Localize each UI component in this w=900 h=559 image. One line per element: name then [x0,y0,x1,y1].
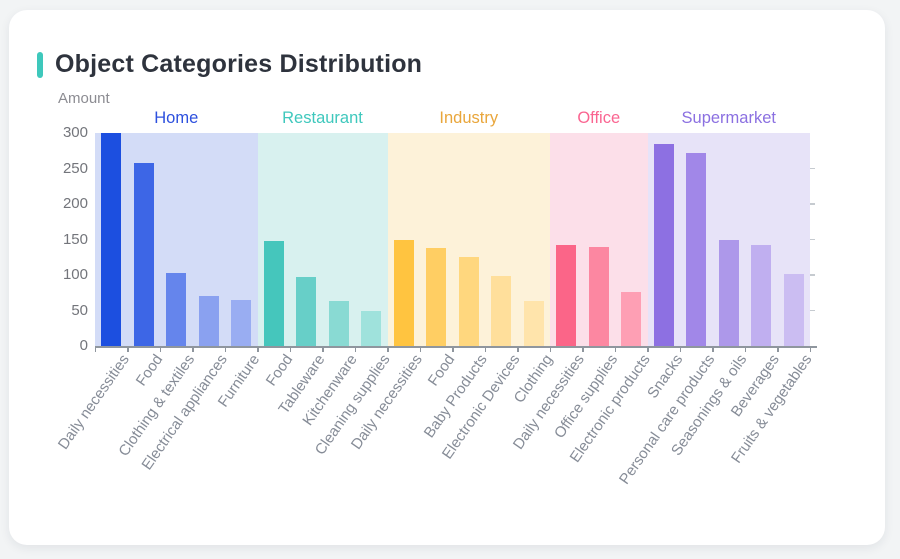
chart-bar[interactable] [653,143,674,346]
chart-bar[interactable] [783,273,804,346]
title-accent-bar [37,52,43,78]
y-axis-title: Amount [58,90,110,107]
chart-bar[interactable] [198,296,219,346]
y-tick-label: 300 [62,124,88,141]
y-axis-right-tick [810,274,815,276]
chart-bar[interactable] [133,162,154,346]
chart-bar[interactable] [686,152,707,346]
x-axis-tick [679,346,681,352]
chart-bar[interactable] [491,275,512,346]
x-axis-tick [289,346,291,352]
x-axis-tick [419,346,421,352]
x-axis-tick [647,346,649,352]
y-tick-label: 150 [62,230,88,248]
category-group-label: Home [154,109,199,127]
chart-bar[interactable] [166,272,187,346]
y-axis-right-tick [810,167,815,170]
chart-bar[interactable] [458,256,479,346]
x-axis-label: Food [262,351,296,390]
chart-bar[interactable] [101,133,122,346]
chart-bar[interactable] [426,248,447,346]
category-group-label: Office [577,109,621,127]
chart-bar[interactable] [231,299,252,346]
x-axis-tick [614,346,616,352]
y-tick-label: 250 [62,159,88,177]
x-axis-tick [549,346,551,352]
chart-bar[interactable] [296,277,317,346]
chart-bar[interactable] [361,310,382,346]
y-tick-label: 100 [62,266,88,283]
x-axis-tick [127,346,129,352]
page-title: Object Categories Distribution [55,50,423,78]
x-axis-tick [517,346,519,352]
y-tick-label: 50 [71,301,88,319]
chart-bar[interactable] [751,245,772,346]
category-group-label: Supermarket [681,109,776,127]
x-axis-tick [322,346,324,352]
x-axis-tick [94,346,96,352]
chart-card: Object Categories Distribution Amount Ho… [9,10,885,545]
chart-bar[interactable] [328,300,349,346]
chart-bar[interactable] [556,244,577,346]
x-axis-tick [159,346,161,352]
x-axis-tick [777,346,779,352]
chart-bar[interactable] [393,239,414,346]
bar-chart: Home Daily necessities Food Clothing & text… [9,10,885,545]
y-axis-right-tick [810,238,815,241]
chart-bar[interactable] [588,247,609,346]
y-tick-label: 200 [62,195,88,212]
x-axis-tick [224,346,226,352]
x-axis-line [95,346,817,348]
chart-bar[interactable] [621,292,642,346]
x-axis-tick [192,346,194,352]
x-axis-label: Daily necessities [55,351,134,453]
x-axis-tick [354,346,356,352]
x-axis-tick [452,346,454,352]
y-axis-right-tick [810,203,815,205]
x-axis-label: Food [424,351,459,390]
x-axis-tick [809,346,811,352]
x-axis-tick [387,346,389,352]
x-axis-tick [484,346,486,352]
x-axis-tick [712,346,714,352]
chart-bar[interactable] [523,300,544,346]
chart-bar[interactable] [263,240,284,346]
category-group-label: Restaurant [282,109,363,127]
x-axis-tick [257,346,259,352]
y-axis-right-tick [810,309,815,312]
x-axis-tick [744,346,746,352]
chart-bar[interactable] [718,240,739,346]
x-axis-label: Food [132,351,166,390]
x-axis-tick [582,346,584,352]
category-group-label: Industry [439,109,499,127]
y-tick-label: 0 [79,337,88,354]
